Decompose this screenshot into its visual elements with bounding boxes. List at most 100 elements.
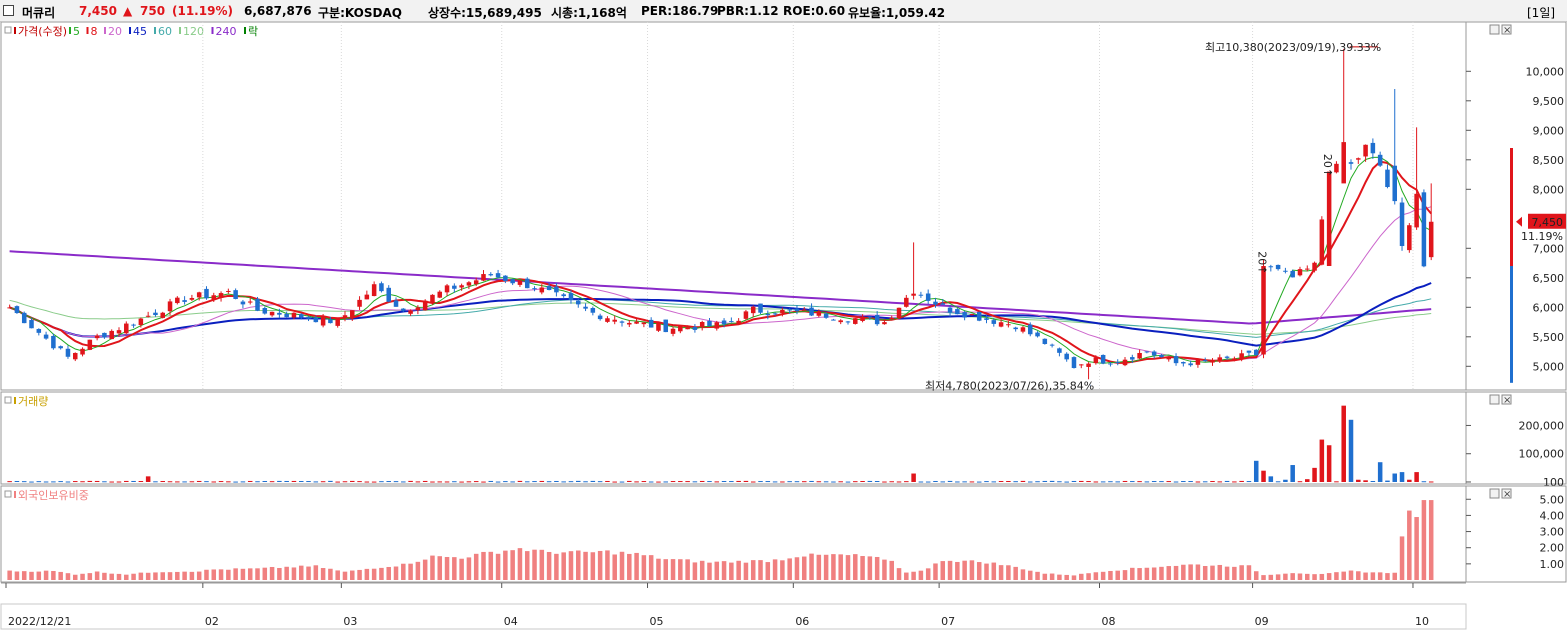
volume-bar xyxy=(627,480,632,482)
volume-bar xyxy=(1305,479,1310,482)
candle-body xyxy=(1297,269,1303,276)
foreign-ratio-bar xyxy=(955,561,960,580)
panel-close-button[interactable] xyxy=(1501,24,1512,35)
legend-marker xyxy=(104,27,106,34)
volume-bar xyxy=(984,481,989,483)
candle-body xyxy=(772,313,778,315)
foreign-ratio-bar xyxy=(750,560,756,580)
legend-item-1: 5 xyxy=(73,25,80,38)
volume-bar xyxy=(1224,480,1230,482)
volume-bar xyxy=(612,481,617,483)
volume-bar xyxy=(619,481,625,483)
candle-body xyxy=(860,316,865,321)
volume-bar xyxy=(1027,481,1033,483)
volume-bar xyxy=(590,480,596,482)
foreign-ratio-bar xyxy=(619,551,625,580)
volume-bar xyxy=(1144,481,1150,483)
foreign-ratio-bar xyxy=(1253,571,1259,580)
volume-bar xyxy=(1239,480,1244,482)
foreign-ratio-bar xyxy=(641,555,647,580)
candle-body xyxy=(1283,270,1288,272)
candle-body xyxy=(1173,356,1179,364)
volume-bar xyxy=(1283,479,1288,482)
candle-body xyxy=(896,307,902,318)
current-price-label: 7,450 xyxy=(1532,216,1564,229)
volume-bar xyxy=(298,481,304,483)
volume-bar xyxy=(386,481,391,483)
volume-bar xyxy=(320,481,326,483)
volume-bar xyxy=(1217,481,1223,483)
panel-minimize-button[interactable] xyxy=(1489,394,1500,405)
foreign-ratio-bar xyxy=(196,571,202,580)
legend-label: 외국인보유비중 xyxy=(18,489,89,502)
current-price-arrow xyxy=(1516,216,1522,227)
volume-bar xyxy=(656,481,661,483)
foreign-ratio-bar xyxy=(1370,572,1376,580)
x-tick-label: 10 xyxy=(1415,615,1429,628)
volume-bar xyxy=(1173,481,1179,483)
candle-body xyxy=(1137,352,1142,359)
y-axis-area xyxy=(1465,391,1567,485)
foreign-ratio-bar xyxy=(1232,566,1237,580)
candle-body xyxy=(1071,357,1077,369)
foreign-ratio-bar xyxy=(1151,567,1157,580)
volume-bar xyxy=(1071,480,1077,482)
candle-body xyxy=(1275,264,1281,270)
foreign-ratio-bar xyxy=(1283,573,1288,580)
candle-body xyxy=(1253,349,1259,356)
volume-bar xyxy=(160,481,165,483)
candle-body xyxy=(911,293,916,296)
legend-item-4: 45 xyxy=(133,25,147,38)
period-selector[interactable]: [1일] xyxy=(1527,6,1556,20)
candle-body xyxy=(1305,268,1310,270)
candle-body xyxy=(714,322,720,329)
candle-body xyxy=(532,288,537,290)
volume-bar xyxy=(1049,480,1055,482)
volume-bar xyxy=(313,481,319,483)
foreign-ratio-bar xyxy=(889,560,894,580)
candle-body xyxy=(692,326,698,330)
volume-bar xyxy=(240,481,246,483)
panel-minimize-button[interactable] xyxy=(1489,24,1500,35)
foreign-ratio-bar xyxy=(1224,566,1230,580)
panel-close-button[interactable] xyxy=(1501,394,1512,405)
legend-marker xyxy=(129,27,131,34)
volume-bar xyxy=(904,481,909,483)
foreign-ratio-bar xyxy=(801,556,807,580)
foreign-ratio-bar xyxy=(488,551,494,580)
foreign-ratio-bar xyxy=(867,556,873,580)
candle-body xyxy=(1100,354,1106,364)
foreign-ratio-bar xyxy=(233,568,238,580)
panel-minimize-button[interactable] xyxy=(1489,488,1500,499)
foreign-ratio-bar xyxy=(21,571,27,580)
candle-body xyxy=(874,315,880,325)
panel-close-button[interactable] xyxy=(1501,488,1512,499)
volume-bar xyxy=(80,481,85,483)
volume-bar xyxy=(998,481,1004,483)
volume-bar xyxy=(510,481,515,483)
volume-bar xyxy=(109,481,114,483)
volume-bar xyxy=(568,481,574,483)
foreign-ratio-bar xyxy=(678,559,683,580)
volume-bar xyxy=(21,481,27,483)
foreign-ratio-bar xyxy=(1144,567,1150,580)
foreign-ratio-bar xyxy=(1020,569,1026,580)
foreign-ratio-bar xyxy=(291,567,297,580)
foreign-ratio-bar xyxy=(1297,573,1303,580)
candle-body xyxy=(641,322,647,325)
foreign-ratio-bar xyxy=(962,560,967,580)
candle-body xyxy=(780,309,785,313)
candle-body xyxy=(379,283,384,292)
candle-body xyxy=(576,300,581,305)
foreign-ratio-bar xyxy=(335,570,340,580)
candle-body xyxy=(524,278,530,289)
volume-bar xyxy=(247,480,253,482)
candle-body xyxy=(284,313,289,318)
foreign-ratio-bar xyxy=(969,560,975,580)
select-checkbox[interactable] xyxy=(3,5,14,16)
candle-body xyxy=(1268,266,1274,268)
y-tick-label: 7,000 xyxy=(1533,242,1565,255)
ma45-line xyxy=(9,282,1432,347)
candle-body xyxy=(124,323,129,334)
stock-chart[interactable]: 가격(수정) 5 8 20 45 60 120 240 락 × 10,000 9,500 9,000 8,… xyxy=(0,22,1567,630)
